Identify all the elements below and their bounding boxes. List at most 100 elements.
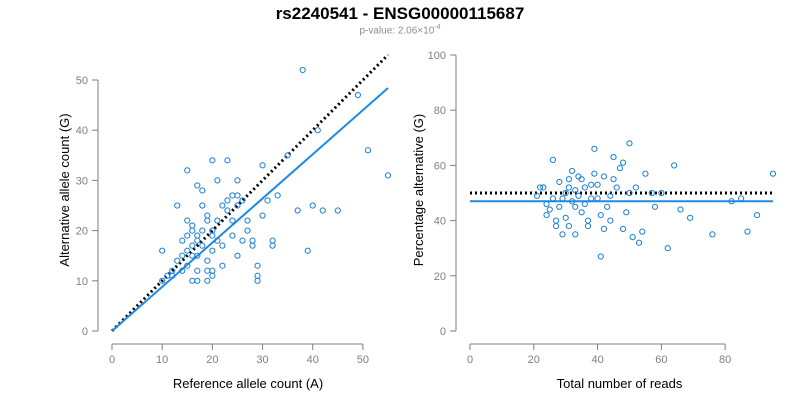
right-data-point bbox=[581, 184, 588, 191]
right-data-point bbox=[553, 223, 560, 230]
right-data-point bbox=[597, 211, 604, 219]
right-data-point bbox=[728, 198, 735, 205]
left-data-point bbox=[194, 232, 201, 239]
left-data-point bbox=[384, 172, 392, 179]
left-y-tick-label: 50 bbox=[76, 75, 88, 87]
right-data-point bbox=[559, 195, 566, 202]
subtitle-exponent: -4 bbox=[434, 24, 441, 31]
left-data-point bbox=[209, 272, 216, 279]
left-data-point bbox=[234, 202, 241, 209]
left-y-tick-label: 40 bbox=[76, 125, 88, 137]
left-data-point bbox=[169, 272, 176, 279]
left-y-tick-label: 30 bbox=[76, 175, 88, 187]
right-data-point bbox=[572, 187, 579, 194]
left-data-point bbox=[209, 157, 216, 164]
left-x-tick-label: 0 bbox=[109, 354, 115, 366]
left-data-point bbox=[254, 262, 261, 269]
left-data-point bbox=[199, 187, 206, 194]
right-x-tick-label: 80 bbox=[719, 354, 731, 366]
left-data-point bbox=[234, 192, 241, 199]
left-fit-line bbox=[111, 87, 389, 332]
left-data-point bbox=[214, 237, 221, 244]
right-data-point bbox=[572, 203, 579, 210]
left-data-point bbox=[159, 247, 166, 254]
right-data-point bbox=[565, 223, 572, 230]
right-data-point bbox=[600, 225, 608, 232]
left-data-point bbox=[364, 147, 372, 154]
right-data-point bbox=[568, 198, 576, 205]
right-data-point bbox=[626, 189, 633, 197]
left-data-point bbox=[214, 177, 221, 184]
right-data-point bbox=[626, 140, 633, 147]
left-data-point bbox=[194, 277, 201, 284]
left-data-point bbox=[219, 242, 226, 249]
left-x-tick-label: 20 bbox=[206, 354, 218, 366]
left-data-point bbox=[284, 152, 291, 159]
right-x-axis-label: Total number of reads bbox=[557, 376, 683, 391]
left-data-point bbox=[269, 242, 276, 249]
right-y-tick-label: 0 bbox=[440, 326, 446, 338]
right-data-point bbox=[607, 192, 614, 199]
left-data-point bbox=[204, 217, 211, 224]
right-data-point bbox=[575, 192, 582, 199]
left-y-tick-label: 0 bbox=[82, 326, 88, 338]
left-data-point bbox=[219, 262, 226, 269]
right-y-tick-label: 80 bbox=[434, 105, 446, 117]
left-data-point bbox=[274, 192, 281, 199]
right-data-point bbox=[738, 195, 745, 202]
right-x-tick-label: 0 bbox=[467, 354, 473, 366]
left-data-point bbox=[229, 232, 236, 239]
right-y-axis-label: Percentage alternative (G) bbox=[411, 114, 426, 266]
right-data-point bbox=[610, 154, 617, 161]
left-data-point bbox=[254, 272, 261, 279]
left-x-tick-label: 30 bbox=[256, 354, 268, 366]
left-data-point bbox=[204, 277, 211, 284]
left-data-point bbox=[334, 207, 341, 214]
left-data-point bbox=[259, 162, 266, 169]
right-data-point bbox=[562, 214, 569, 221]
left-data-point bbox=[179, 237, 186, 244]
right-data-point bbox=[543, 200, 550, 208]
right-data-point bbox=[559, 231, 566, 238]
subtitle-text: p-value: 2.06×10 bbox=[359, 25, 435, 37]
right-data-point bbox=[613, 184, 620, 191]
left-data-point bbox=[204, 267, 211, 274]
right-data-point bbox=[584, 217, 592, 224]
left-data-point bbox=[194, 237, 201, 244]
left-x-tick-label: 50 bbox=[357, 354, 369, 366]
left-data-point bbox=[179, 252, 186, 259]
left-data-point bbox=[244, 227, 251, 234]
chart-subtitle: p-value: 2.06×10-4 bbox=[0, 24, 800, 36]
left-data-point bbox=[194, 182, 201, 189]
left-data-point bbox=[174, 257, 181, 264]
left-data-point bbox=[204, 212, 211, 219]
right-data-point bbox=[671, 162, 678, 169]
right-data-point bbox=[610, 176, 617, 183]
left-data-point bbox=[199, 202, 206, 209]
right-data-point bbox=[562, 189, 569, 197]
right-y-tick-label: 20 bbox=[434, 271, 446, 283]
left-data-point bbox=[254, 277, 261, 284]
left-data-point bbox=[249, 237, 256, 244]
left-data-point bbox=[314, 127, 321, 134]
left-data-point bbox=[184, 262, 191, 269]
right-data-point bbox=[565, 176, 572, 183]
right-data-point bbox=[578, 176, 585, 183]
right-data-point bbox=[769, 170, 777, 177]
left-data-point bbox=[159, 277, 166, 284]
right-x-tick-label: 40 bbox=[591, 354, 603, 366]
chart-title: rs2240541 - ENSG00000115687 bbox=[275, 4, 525, 23]
left-data-point bbox=[189, 242, 196, 249]
right-data-point bbox=[546, 206, 553, 213]
right-data-point bbox=[753, 211, 761, 219]
left-data-point bbox=[214, 217, 221, 224]
left-data-point bbox=[229, 192, 236, 199]
right-data-point bbox=[635, 239, 643, 246]
right-data-point bbox=[744, 228, 751, 235]
left-data-point bbox=[269, 237, 276, 244]
right-data-point bbox=[549, 195, 557, 202]
left-data-point bbox=[209, 267, 216, 274]
right-data-point bbox=[642, 170, 649, 177]
right-data-point bbox=[556, 178, 563, 186]
